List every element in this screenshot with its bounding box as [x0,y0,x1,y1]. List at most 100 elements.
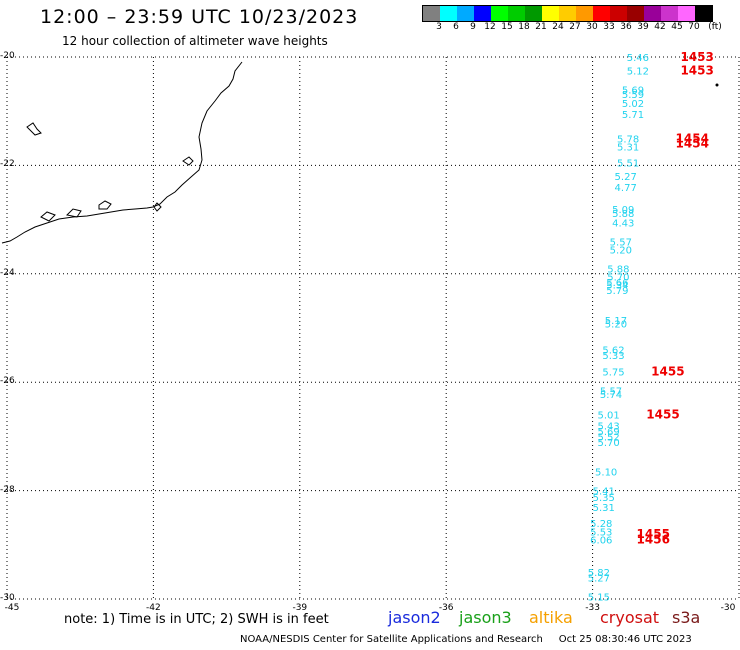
credit-text: NOAA/NESDIS Center for Satellite Applica… [240,634,543,645]
colorbar [422,5,713,22]
pass-time-label: 1454 [676,137,709,151]
colorbar-label: 9 [470,22,476,32]
colorbar-swatch [542,6,559,21]
page-subtitle: 12 hour collection of altimeter wave hei… [62,34,328,48]
pass-time-label: 1453 [680,64,713,78]
swh-reading: 5.88 [607,264,629,275]
colorbar-swatch [661,6,678,21]
swh-reading: 5.10 [595,468,617,479]
pass-time-label: 1455 [646,408,679,422]
colorbar-label: 6 [453,22,459,32]
swh-reading: 5.69 [622,86,644,97]
colorbar-swatch [508,6,525,21]
pass-time-label: 1455 [651,364,684,378]
longitude-label: -33 [585,603,600,613]
swh-reading: 6.06 [590,535,612,546]
swh-reading: 5.66 [606,278,628,289]
colorbar-label: 30 [586,22,598,32]
data-dot [715,83,719,87]
swh-reading: 5.43 [597,422,619,433]
colorbar-label: 33 [603,22,615,32]
swh-reading: 5.31 [617,142,639,153]
swh-reading: 5.33 [602,351,624,362]
swh-reading: 5.27 [615,172,637,183]
longitude-label: -30 [720,603,736,613]
colorbar-swatch [695,6,712,21]
colorbar-swatch [423,6,440,21]
swh-reading: 5.28 [590,519,612,530]
swh-reading: 5.17 [605,316,627,327]
swh-reading: 5.62 [602,346,624,357]
swh-reading: 5.79 [606,286,628,297]
colorbar-label: 27 [569,22,581,32]
legend-cryosat: cryosat [600,608,660,627]
colorbar-swatch [644,6,661,21]
pass-time-label: 1455 [637,527,670,541]
swh-reading: 5.53 [590,527,612,538]
longitude-label: -39 [292,603,308,613]
latitude-label: -24 [0,267,15,278]
map-plot: 5.465.125.695.595.025.715.785.315.515.27… [1,50,740,603]
latitude-label: -28 [0,484,15,495]
latitude-label: -22 [0,159,15,170]
colorbar-swatch [474,6,491,21]
colorbar-swatch [627,6,644,21]
swh-reading: 5.71 [622,110,644,121]
colorbar-swatch [610,6,627,21]
legend-jason2: jason2 [388,608,441,627]
swh-reading: 5.69 [597,427,619,438]
swh-reading: 5.78 [617,134,639,145]
swh-reading: 5.02 [622,99,644,110]
longitude-label: -36 [438,603,454,613]
latitude-label: -20 [0,51,15,61]
swh-reading: 5.31 [593,503,615,514]
swh-reading: 5.12 [627,67,649,78]
colorbar-label: 24 [552,22,564,32]
swh-reading: 5.74 [600,390,622,401]
colorbar-label: 39 [637,22,649,32]
swh-reading: 5.35 [593,493,615,504]
colorbar-label: 18 [518,22,530,32]
swh-reading: 5.70 [597,438,619,449]
coastline-bay [40,156,194,222]
legend-jason3: jason3 [459,608,512,627]
colorbar-swatch [491,6,508,21]
swh-reading: 5.27 [588,573,610,584]
colorbar-swatch [457,6,474,21]
colorbar-label: 36 [620,22,632,32]
pass-time-label: 1456 [637,532,670,546]
swh-reading: 5.57 [600,386,622,397]
swh-reading: 5.20 [610,245,632,256]
colorbar-swatch [559,6,576,21]
colorbar-label: 3 [436,22,442,32]
swh-reading: 5.46 [627,53,649,64]
swh-reading: 5.75 [602,367,624,378]
swh-reading: 5.09 [612,205,634,216]
coastline [1,61,243,244]
colorbar-unit: (ft) [708,22,722,32]
swh-reading: 5.70 [607,273,629,284]
longitude-label: -45 [4,603,20,613]
credit-line: NOAA/NESDIS Center for Satellite Applica… [240,634,692,645]
swh-reading: 5.34 [606,281,628,292]
colorbar-label: 45 [671,22,683,32]
colorbar-label: 15 [501,22,513,32]
swh-reading: 5.01 [597,411,619,422]
legend-altika: altika [529,608,573,627]
colorbar-swatch [440,6,457,21]
swh-reading: 5.15 [588,592,610,603]
swh-readings: 5.465.125.695.595.025.715.785.315.515.27… [588,53,649,603]
colorbar-swatch [678,6,695,21]
swh-reading: 5.57 [610,237,632,248]
note-text: note: 1) Time is in UTC; 2) SWH is in fe… [64,612,329,627]
swh-reading: 5.59 [622,90,644,101]
colorbar-label: 21 [535,22,547,32]
island [26,122,42,136]
swh-reading: 5.51 [617,159,639,170]
swh-reading: 4.77 [615,183,637,194]
latitude-label: -30 [0,593,15,603]
swh-reading: 5.88 [612,209,634,220]
swh-reading: 5.52 [597,432,619,443]
